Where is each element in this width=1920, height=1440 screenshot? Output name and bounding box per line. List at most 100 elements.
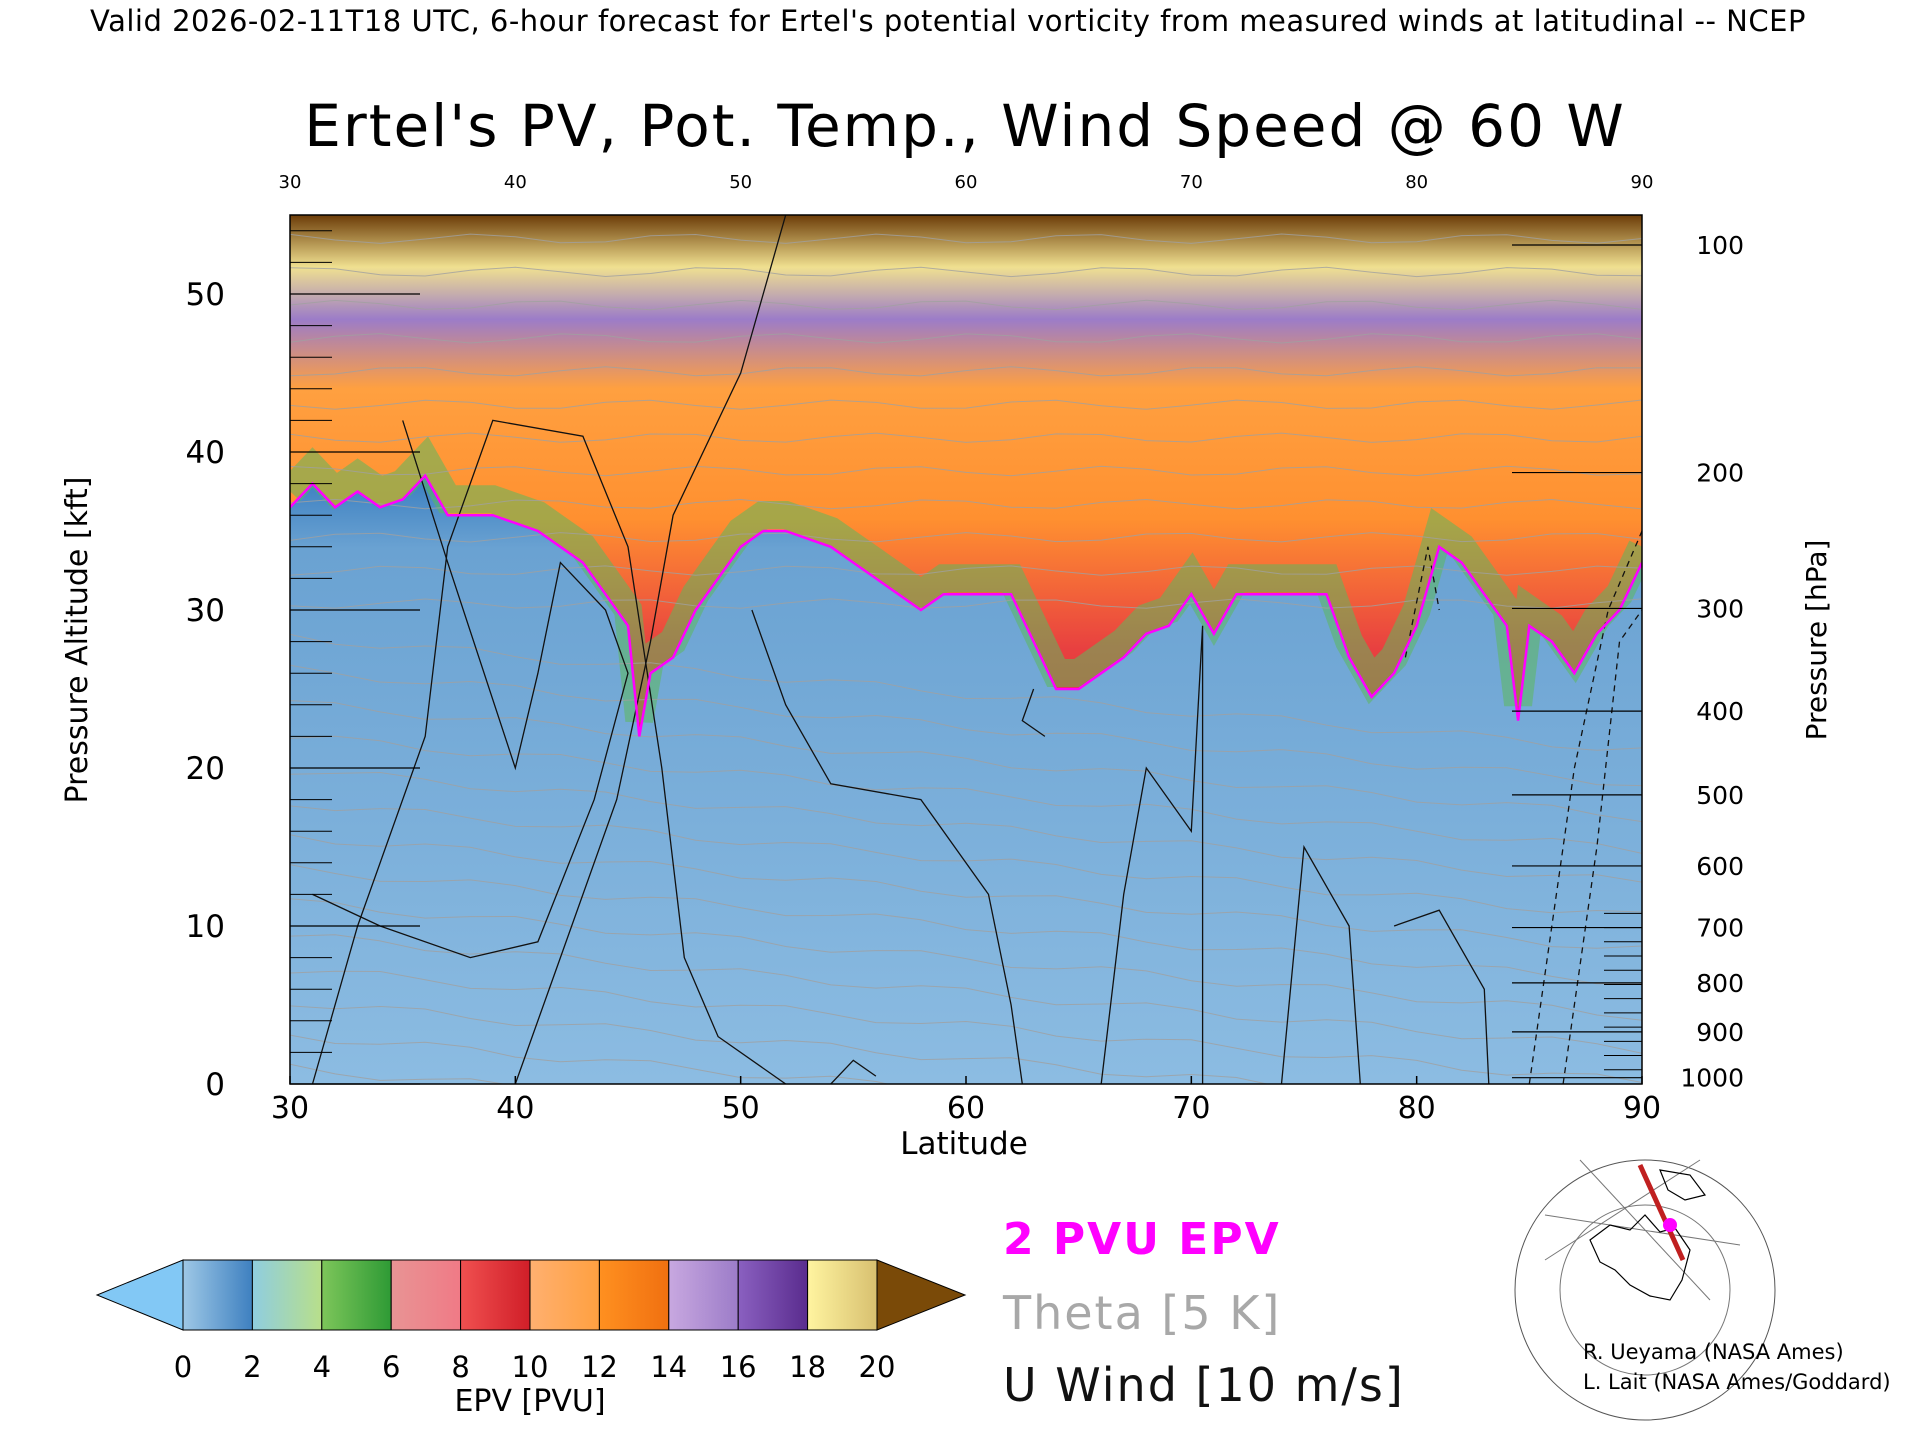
theta-contour [290,233,1642,244]
u-wind-contour-negative [1562,609,1642,1084]
colorbar-segment [460,1259,531,1331]
x-tick-label: 50 [722,1091,760,1126]
x-tick-label: 90 [1623,1091,1661,1126]
pressure-tick-label: 300 [1696,594,1744,623]
u-wind-contour [312,420,629,959]
colorbar-segment [529,1259,600,1331]
forecast-valid-line: Valid 2026-02-11T18 UTC, 6-hour forecast… [90,4,1806,38]
credit-line: L. Lait (NASA Ames/Goddard) [1583,1370,1891,1394]
colorbar-tick-label: 20 [859,1350,896,1384]
top-latitude-axis: 30 40 50 60 70 80 90 [279,172,1654,193]
two-pvu-contour [290,473,1642,737]
y-tick-label: 20 [186,751,225,787]
u-wind-contour [311,419,787,1084]
u-wind-contours [311,215,1642,1084]
colorbar-tick-label: 12 [581,1350,618,1384]
theta-contour [290,565,1642,576]
epv-colorbar: 0 2 4 6 8 10 12 14 16 18 20 [95,1259,967,1384]
legend-theta-entry: Theta [5 K] [1003,1286,1282,1340]
top-tick-label: 90 [1631,172,1654,193]
theta-contour [290,465,1642,477]
location-inset-map [1514,1155,1776,1421]
theta-contour [290,633,1642,751]
x-tick-label: 80 [1398,1091,1436,1126]
theta-contour [290,432,1642,443]
pressure-tick-label: 800 [1696,969,1744,998]
theta-contour [290,735,1642,854]
theta-contour [290,399,1642,410]
section-path-icon [1637,1163,1686,1262]
x-tick-label: 30 [271,1091,309,1126]
theta-contour [290,498,1642,510]
top-tick-label: 50 [729,172,752,193]
u-wind-contour [1100,625,1204,1084]
altitude-axis: 0 10 20 30 40 50 [186,230,420,1103]
colorbar-segment [598,1259,670,1331]
theta-contour [290,934,1642,1054]
colorbar-tick-label: 18 [789,1350,826,1384]
pressure-tick-label: 500 [1696,781,1744,810]
x-tick-label: 60 [947,1091,985,1126]
u-wind-contour [1021,688,1046,737]
pressure-tick-label: 900 [1696,1018,1744,1047]
pressure-tick-label: 700 [1696,914,1744,943]
y-tick-label: 30 [186,593,225,629]
theta-contour [290,771,1642,883]
theta-contour [290,1005,1270,1084]
colorbar-segment [737,1259,809,1331]
theta-contour [290,366,1642,377]
y-tick-label: 40 [186,435,225,471]
pv-transition-band [290,436,1642,723]
theta-contour [290,1034,890,1084]
pressure-tick-label: 400 [1696,697,1744,726]
u-wind-contour [1280,844,1361,1084]
colorbar-tick-label: 6 [382,1350,400,1384]
colorbar-segment [390,1259,462,1331]
theta-contour [290,700,1642,823]
x-tick-label: 70 [1172,1091,1210,1126]
coastline-icon [1589,1214,1691,1301]
top-tick-label: 70 [1180,172,1203,193]
theta-contour [290,333,1642,344]
colorbar-tick-label: 10 [512,1350,549,1384]
colorbar-segment [807,1259,878,1331]
colorbar-segment [251,1259,323,1331]
theta-contour [290,864,1642,985]
colorbar-label: EPV [PVU] [454,1384,606,1419]
theta-contour [290,299,1642,311]
colorbar-tick-label: 8 [451,1350,469,1384]
theta-contour [290,266,1642,278]
credit-line: R. Ueyama (NASA Ames) [1583,1340,1844,1364]
x-axis-label: Latitude [900,1126,1028,1162]
pressure-tick-label: 600 [1696,852,1744,881]
colorbar-tick-label: 16 [720,1350,757,1384]
top-tick-label: 30 [279,172,302,193]
pressure-tick-label: 1000 [1680,1064,1744,1093]
pressure-tick-label: 100 [1696,231,1744,260]
colorbar-segment [321,1259,392,1331]
u-wind-contour-negative [1528,530,1642,1084]
u-wind-contour [830,1059,877,1084]
left-axis-label: Pressure Altitude [kft] [60,476,95,804]
u-wind-contour-negative [1404,546,1440,658]
theta-contour [290,898,1642,1021]
y-tick-label: 50 [186,277,225,313]
colorbar-segment [182,1259,253,1331]
legend-wind-entry: U Wind [10 m/s] [1003,1358,1405,1412]
pressure-axis: 100 200 300 400 500 600 700 800 900 1000 [1512,231,1744,1093]
right-axis-label: Pressure [hPa] [1800,539,1833,741]
colorbar-over-arrow [876,1259,967,1331]
theta-contour [290,532,1642,543]
y-tick-label: 0 [205,1067,225,1103]
u-wind-contour [1393,909,1490,1084]
colorbar-segment [668,1259,739,1331]
colorbar-tick-label: 0 [174,1350,192,1384]
top-tick-label: 60 [955,172,978,193]
theta-contour [290,834,1642,949]
x-tick-label: 40 [496,1091,534,1126]
colorbar-tick-label: 14 [650,1350,687,1384]
section-marker-icon [1663,1218,1677,1232]
u-wind-contour [514,215,787,1084]
top-tick-label: 40 [504,172,527,193]
